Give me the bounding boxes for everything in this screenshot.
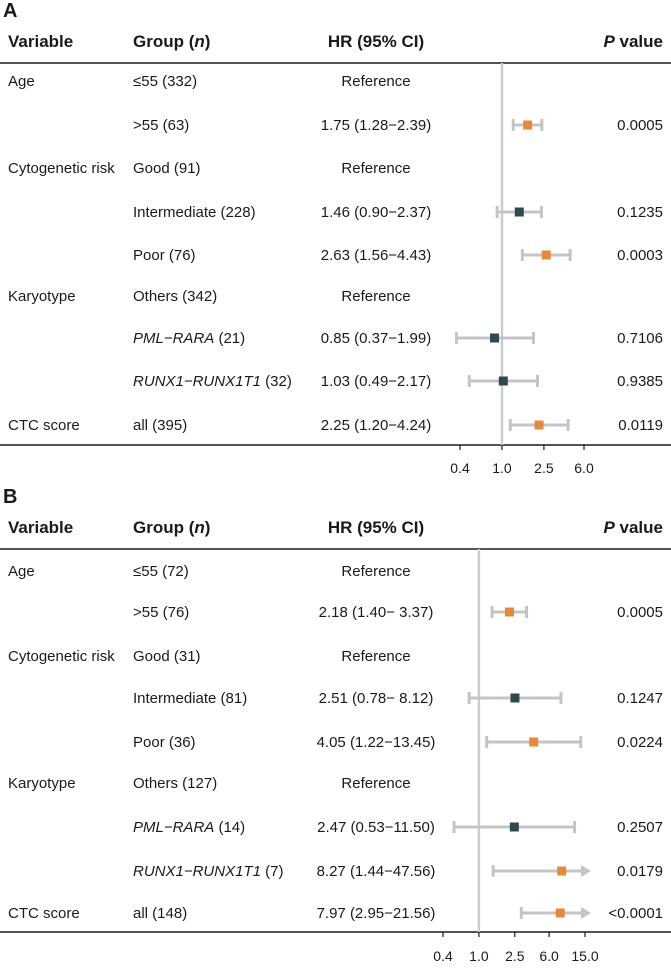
row-p-value: 0.1235 [617, 204, 663, 221]
hr-point [529, 737, 539, 747]
hr-point [504, 607, 514, 617]
header-group: Group (n) [133, 518, 210, 537]
row-group: ≤55 (332) [133, 73, 197, 90]
row-hr-ci: 1.03 (0.49−2.17) [321, 373, 432, 390]
row-group: RUNX1−RUNX1T1 (32) [133, 373, 292, 390]
row-group: all (395) [133, 417, 187, 434]
row-p-value: 0.0005 [617, 604, 663, 621]
row-hr-ci: 1.46 (0.90−2.37) [321, 204, 432, 221]
x-tick-label: 6.0 [574, 460, 594, 476]
row-p-value: 0.0179 [617, 863, 663, 880]
row-variable: Cytogenetic risk [8, 648, 115, 665]
header-group: Group (n) [133, 32, 210, 51]
row-group: Others (127) [133, 775, 217, 792]
row-p-value: 0.7106 [617, 330, 663, 347]
x-tick-label: 1.0 [492, 460, 512, 476]
row-group: Intermediate (81) [133, 690, 247, 707]
header-hr: HR (95% CI) [328, 518, 424, 537]
row-group: all (148) [133, 905, 187, 922]
row-hr-ci: 7.97 (2.95−21.56) [317, 905, 436, 922]
header-variable: Variable [8, 32, 73, 51]
x-tick-label: 2.5 [534, 460, 554, 476]
row-p-value: 0.9385 [617, 373, 663, 390]
row-variable: Cytogenetic risk [8, 160, 115, 177]
row-group: PML−RARA (21) [133, 330, 245, 347]
row-group: Good (31) [133, 648, 201, 665]
header-hr: HR (95% CI) [328, 32, 424, 51]
row-group: PML−RARA (14) [133, 819, 245, 836]
row-hr-ci: 8.27 (1.44−47.56) [317, 863, 436, 880]
row-variable: CTC score [8, 905, 80, 922]
hr-point [498, 376, 508, 386]
ci-arrow-right [581, 865, 591, 877]
x-tick-label: 6.0 [539, 948, 559, 964]
row-p-value: 0.0119 [618, 417, 663, 434]
hr-point [523, 120, 533, 130]
hr-point [534, 420, 544, 430]
row-hr-ci: 2.51 (0.78− 8.12) [319, 690, 434, 707]
row-hr-ci: Reference [341, 288, 410, 305]
row-group: Poor (36) [133, 734, 196, 751]
row-hr-ci: 2.47 (0.53−11.50) [317, 819, 435, 836]
row-hr-ci: 1.75 (1.28−2.39) [321, 117, 432, 134]
hr-point [555, 908, 565, 918]
row-hr-ci: 2.25 (1.20−4.24) [321, 417, 432, 434]
row-group: RUNX1−RUNX1T1 (7) [133, 863, 283, 880]
row-hr-ci: 2.18 (1.40− 3.37) [319, 604, 434, 621]
row-group: Intermediate (228) [133, 204, 256, 221]
row-p-value: 0.2507 [617, 819, 663, 836]
forest-panel-A: A Variable Group (n) HR (95% CI) P value 0.4 1… [0, 0, 671, 476]
row-hr-ci: Reference [341, 160, 410, 177]
x-tick-label: 0.4 [433, 948, 453, 964]
panel-letter: B [3, 486, 17, 508]
hr-point [490, 333, 500, 343]
row-hr-ci: 2.63 (1.56−4.43) [321, 247, 432, 264]
row-group: Others (342) [133, 288, 217, 305]
row-hr-ci: Reference [341, 775, 410, 792]
hr-point [514, 207, 524, 217]
hr-point [510, 693, 520, 703]
row-hr-ci: 0.85 (0.37−1.99) [321, 330, 432, 347]
row-variable: Karyotype [8, 775, 76, 792]
header-p-value: P value [603, 518, 663, 537]
x-tick-label: 15.0 [571, 948, 598, 964]
row-p-value: 0.0224 [617, 734, 663, 751]
row-variable: Age [8, 73, 35, 90]
row-group: ≤55 (72) [133, 563, 189, 580]
row-group: >55 (63) [133, 117, 189, 134]
row-p-value: 0.0003 [617, 247, 663, 264]
hr-point [557, 866, 567, 876]
hr-point [541, 250, 551, 260]
row-p-value: 0.0005 [617, 117, 663, 134]
row-variable: Age [8, 563, 35, 580]
panel-letter: A [3, 0, 17, 22]
row-variable: Karyotype [8, 288, 76, 305]
x-tick-label: 0.4 [450, 460, 470, 476]
row-group: Poor (76) [133, 247, 196, 264]
row-group: >55 (76) [133, 604, 189, 621]
row-p-value: 0.1247 [617, 690, 663, 707]
ci-arrow-right [581, 907, 591, 919]
header-p-value: P value [603, 32, 663, 51]
row-variable: CTC score [8, 417, 80, 434]
row-hr-ci: Reference [341, 563, 410, 580]
hr-point [509, 822, 519, 832]
forest-panel-B: B Variable Group (n) HR (95% CI) P value 0.4 1… [0, 486, 671, 964]
row-hr-ci: Reference [341, 73, 410, 90]
row-hr-ci: Reference [341, 648, 410, 665]
x-tick-label: 1.0 [469, 948, 489, 964]
row-hr-ci: 4.05 (1.22−13.45) [317, 734, 436, 751]
row-group: Good (91) [133, 160, 201, 177]
x-tick-label: 2.5 [505, 948, 525, 964]
row-p-value: <0.0001 [608, 905, 663, 922]
header-variable: Variable [8, 518, 73, 537]
